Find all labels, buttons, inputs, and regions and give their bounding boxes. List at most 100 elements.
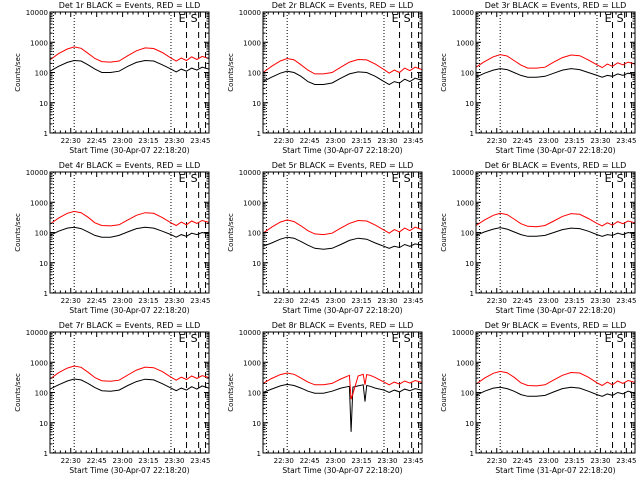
chart-title: Det 1r BLACK = Events, RED = LLD: [59, 1, 201, 10]
x-tick-label: 23:00: [112, 297, 132, 305]
x-tick-label: 23:45: [616, 457, 636, 465]
x-tick-label: 23:00: [538, 457, 558, 465]
y-tick-label: 1: [257, 450, 261, 458]
chart-title: Det 9r BLACK = Events, RED = LLD: [485, 321, 627, 330]
marker-label-s: S: [404, 172, 411, 185]
y-tick-label: 10: [465, 420, 474, 428]
x-axis-label: Start Time (30-Apr-07 22:18:20): [495, 146, 615, 155]
x-axis-label: Start Time (30-Apr-07 22:18:20): [69, 306, 189, 315]
chart-panel-8: Det 8r BLACK = Events, RED = LLD E S 1 10 100…: [227, 321, 423, 475]
x-tick-label: 23:30: [590, 457, 610, 465]
x-tick-label: 23:15: [138, 137, 158, 145]
y-tick-label: 1: [470, 290, 474, 298]
x-tick-label: 22:45: [513, 137, 533, 145]
lld-series-line: [475, 212, 636, 228]
y-tick-label: 1000: [456, 199, 474, 207]
y-axis-label: Counts/sec: [14, 373, 22, 412]
y-axis-label: Counts/sec: [227, 53, 235, 92]
chart-panel-2: Det 2r BLACK = Events, RED = LLD E S 1 10 100…: [227, 1, 423, 155]
chart-title: Det 3r BLACK = Events, RED = LLD: [485, 1, 627, 10]
y-tick-label: 1: [44, 130, 48, 138]
x-tick-label: 23:30: [164, 297, 184, 305]
y-tick-label: 10: [39, 100, 48, 108]
x-tick-label: 22:30: [61, 457, 81, 465]
x-axis-label: Start Time (30-Apr-07 22:18:20): [282, 306, 402, 315]
events-series-line: [475, 68, 636, 78]
x-tick-label: 23:45: [190, 457, 210, 465]
marker-label-e: E: [605, 12, 612, 25]
x-tick-label: 23:15: [138, 457, 158, 465]
chart-panel-7: Det 7r BLACK = Events, RED = LLD E S 1 10 100…: [14, 321, 210, 475]
marker-label-e: E: [179, 12, 186, 25]
y-tick-label: 1000: [30, 39, 48, 47]
y-tick-label: 100: [35, 390, 48, 398]
y-tick-label: 1000: [243, 199, 261, 207]
x-tick-label: 23:15: [138, 297, 158, 305]
chart-panel-6: Det 6r BLACK = Events, RED = LLD E S 1 10 100…: [440, 161, 636, 315]
y-axis-label: Counts/sec: [440, 373, 448, 412]
x-tick-label: 23:30: [377, 457, 397, 465]
y-tick-label: 1: [470, 450, 474, 458]
x-tick-label: 22:30: [487, 457, 507, 465]
marker-label-s: S: [617, 172, 624, 185]
x-tick-label: 23:30: [590, 137, 610, 145]
y-axis-label: Counts/sec: [14, 53, 22, 92]
x-axis-label: Start Time (30-Apr-07 22:18:20): [495, 306, 615, 315]
y-tick-label: 1000: [30, 359, 48, 367]
lld-series-line: [262, 57, 423, 75]
y-axis-label: Counts/sec: [440, 213, 448, 252]
x-tick-label: 22:45: [300, 457, 320, 465]
events-series-line: [475, 227, 636, 237]
x-axis-label: Start Time (30-Apr-07 22:18:20): [69, 466, 189, 475]
events-series-line: [262, 70, 423, 86]
chart-title: Det 2r BLACK = Events, RED = LLD: [272, 1, 414, 10]
y-tick-label: 10000: [26, 169, 48, 177]
x-tick-label: 23:00: [112, 457, 132, 465]
x-tick-label: 23:15: [351, 297, 371, 305]
y-tick-label: 1000: [243, 39, 261, 47]
y-axis-label: Counts/sec: [14, 213, 22, 252]
marker-label-s: S: [617, 332, 624, 345]
x-tick-label: 23:45: [190, 137, 210, 145]
y-tick-label: 10: [252, 260, 261, 268]
y-tick-label: 10: [39, 420, 48, 428]
events-series-line: [49, 226, 210, 238]
marker-label-e: E: [392, 172, 399, 185]
y-axis-label: Counts/sec: [227, 373, 235, 412]
y-tick-label: 10: [39, 260, 48, 268]
marker-label-s: S: [617, 12, 624, 25]
x-tick-label: 22:45: [513, 297, 533, 305]
y-tick-label: 10: [465, 260, 474, 268]
chart-title: Det 5r BLACK = Events, RED = LLD: [272, 161, 414, 170]
x-tick-label: 23:15: [564, 457, 584, 465]
chart-panel-9: Det 9r BLACK = Events, RED = LLD E S 1 10 100…: [440, 321, 636, 475]
y-tick-label: 100: [248, 230, 261, 238]
x-tick-label: 22:30: [487, 137, 507, 145]
y-tick-label: 100: [248, 70, 261, 78]
x-tick-label: 23:45: [190, 297, 210, 305]
y-tick-label: 10: [465, 100, 474, 108]
y-tick-label: 1: [470, 130, 474, 138]
marker-label-e: E: [605, 172, 612, 185]
x-tick-label: 23:45: [616, 297, 636, 305]
x-tick-label: 23:00: [538, 297, 558, 305]
y-tick-label: 100: [461, 390, 474, 398]
y-tick-label: 100: [461, 230, 474, 238]
x-tick-label: 23:45: [616, 137, 636, 145]
marker-label-e: E: [179, 332, 186, 345]
x-tick-label: 22:30: [61, 137, 81, 145]
events-series-line: [262, 383, 423, 432]
x-tick-label: 23:45: [403, 297, 423, 305]
y-tick-label: 1: [257, 130, 261, 138]
x-tick-label: 22:30: [274, 457, 294, 465]
x-tick-label: 23:45: [403, 457, 423, 465]
y-tick-label: 10: [252, 420, 261, 428]
events-series-line: [262, 236, 423, 250]
y-tick-label: 1: [44, 450, 48, 458]
x-tick-label: 22:45: [300, 137, 320, 145]
x-tick-label: 23:30: [377, 297, 397, 305]
x-tick-label: 23:30: [590, 297, 610, 305]
y-tick-label: 100: [35, 70, 48, 78]
marker-label-e: E: [392, 332, 399, 345]
chart-title: Det 6r BLACK = Events, RED = LLD: [485, 161, 627, 170]
